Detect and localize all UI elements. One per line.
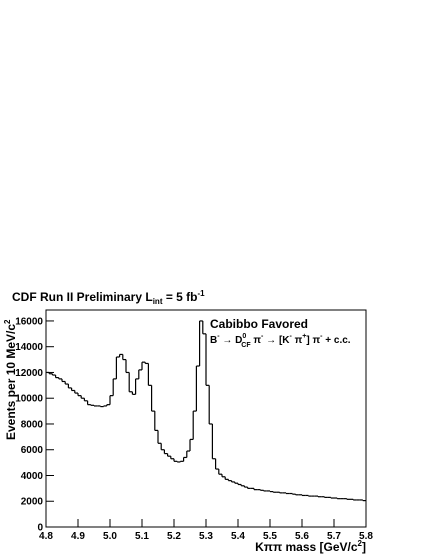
x-tick-label: 5.0 [103, 531, 117, 542]
x-tick-label: 5.1 [135, 531, 149, 542]
decay-part: + c.c. [322, 335, 350, 346]
x-tick-label: 5.2 [167, 531, 181, 542]
y-tick-label: 2000 [21, 497, 44, 508]
y-tick-label: 12000 [15, 368, 43, 379]
y-tick-label: 6000 [21, 445, 44, 456]
y-tick-label: 10000 [15, 394, 43, 405]
decay-part: π [292, 335, 303, 346]
chart-title: CDF Run II Preliminary Lint = 5 fb-1 [12, 289, 205, 306]
decay-part: ] π [306, 335, 320, 346]
y-tick-label: 0 [37, 523, 43, 534]
ylabel-part: Events per 10 MeV/c [4, 324, 18, 440]
annotation: Cabibbo Favored [210, 317, 308, 331]
title-part: CDF Run II Preliminary L [12, 290, 153, 304]
x-tick-label: 4.9 [71, 531, 85, 542]
decay-part: + [302, 333, 306, 340]
decay-part: - [261, 333, 264, 340]
decay-part: - [217, 333, 220, 340]
decay-part: - [320, 333, 323, 340]
y-tick-label: 14000 [15, 342, 43, 353]
decay-label: B- → D0 CF π- → [K- π+] π- + c.c. [210, 333, 351, 349]
x-tick-label: 4.8 [39, 531, 53, 542]
decay-part: CF [241, 342, 251, 349]
xlabel-part: ] [362, 540, 366, 554]
x-tick-label: 5.7 [327, 531, 341, 542]
x-tick-label: 5.8 [359, 531, 373, 542]
xlabel-part: 2 [358, 539, 363, 548]
decay-part: π [251, 335, 262, 346]
y-tick-label: 8000 [21, 419, 44, 430]
xlabel-part: Kππ mass [GeV/c [255, 540, 358, 554]
decay-part: B [210, 335, 217, 346]
decay-part: → [K [263, 335, 290, 346]
x-tick-label: 5.6 [295, 531, 309, 542]
decay-part: - [290, 333, 293, 340]
y-tick-label: 4000 [21, 471, 44, 482]
decay-part: → D [220, 335, 243, 346]
y-axis-label: Events per 10 MeV/c2 [3, 319, 18, 440]
x-tick-label: 5.3 [199, 531, 213, 542]
title-part: int [153, 297, 163, 306]
x-axis-label: Kππ mass [GeV/c2] [255, 539, 366, 554]
title-part: -1 [198, 289, 206, 298]
x-tick-label: 5.4 [231, 531, 245, 542]
y-tick-label: 16000 [15, 316, 43, 327]
decay-part: 0 [242, 333, 246, 340]
ylabel-part: 2 [3, 319, 12, 324]
x-tick-label: 5.5 [263, 531, 277, 542]
title-part: = 5 fb [162, 290, 197, 304]
